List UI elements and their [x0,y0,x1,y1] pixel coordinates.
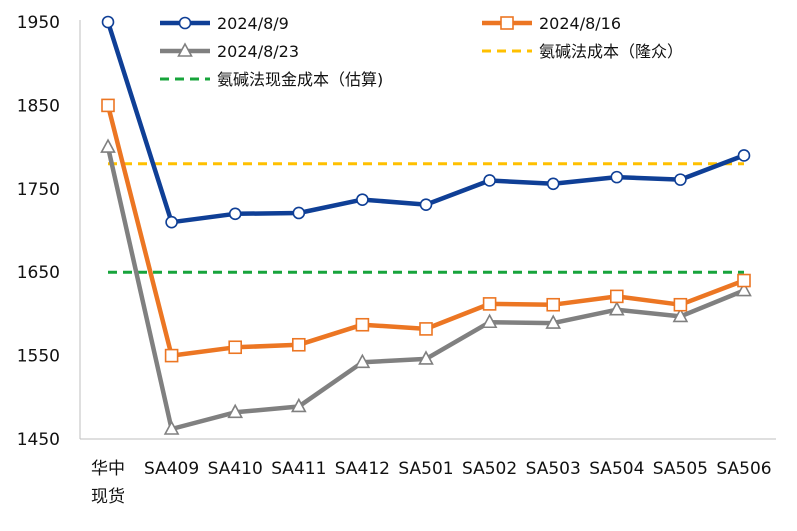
data-point-2024-8-9-0 [483,174,496,187]
data-point-2024-8-16-1 [291,337,306,352]
data-point-2024-8-23-2 [608,301,625,316]
data-point-2024-8-9-0 [228,207,242,221]
data-point-2024-8-9-0 [165,215,178,229]
data-point-2024-8-16-1 [673,297,688,312]
x-tick-label-sa506: SA506 [716,459,771,479]
legend-label: 2024/8/16 [539,14,621,33]
x-tick-label-sa411: SA411 [271,459,326,479]
data-point-2024-8-16-1 [228,340,242,355]
legend-label: 氨碱法现金成本（估算) [217,70,383,89]
x-tick-label: 现货 [91,487,125,507]
data-point-2024-8-16-1 [355,317,370,332]
y-tick-label: 1550 [17,347,60,367]
series-lines [105,19,747,432]
data-point-2024-8-9-0 [356,193,369,206]
legend-item-0: 2024/8/9 [160,14,289,33]
data-point-2024-8-16-1 [101,98,115,113]
y-tick-label: 1950 [17,13,60,33]
legend-marker [178,16,192,30]
legend-label: 2024/8/23 [217,42,299,61]
y-tick-label: 1450 [17,430,60,450]
data-point-2024-8-9-0 [101,15,115,29]
legend-label: 2024/8/9 [217,14,289,33]
chart-axes [79,20,776,440]
data-point-2024-8-23-2 [227,403,244,419]
legend-item-4: 氨碱法现金成本（估算) [160,70,383,89]
data-point-2024-8-23-2 [672,307,689,323]
x-tick-label-sa410: SA410 [208,459,263,479]
data-point-2024-8-23-2 [545,314,562,329]
data-point-2024-8-23-2 [736,281,752,297]
series-line-2024-8-16-1 [105,103,747,358]
legend: 2024/8/9 2024/8/16 2024/8/23 氨碱法成本（隆众） 氨碱法现金… [160,14,683,89]
y-tick-label: 1750 [17,180,60,200]
x-tick-label-sa409: SA409 [144,459,199,479]
data-point-2024-8-9-0 [292,206,306,220]
data-point-2024-8-16-1 [737,273,751,288]
legend-item-1: 2024/8/16 [482,14,621,33]
data-point-2024-8-23-2 [100,138,116,153]
legend-item-3: 氨碱法成本（隆众） [482,42,683,61]
x-tick-label: 华中 [91,459,125,479]
data-point-2024-8-16-1 [482,297,497,311]
x-tick-label-sa503: SA503 [526,459,581,479]
x-tick-label-sa412: SA412 [335,459,390,479]
data-point-2024-8-23-2 [163,420,180,435]
data-point-2024-8-23-2 [481,313,498,329]
series-line-2024-8-23-2 [105,144,747,432]
data-point-2024-8-9-0 [419,198,433,211]
x-tick-label-sa502: SA502 [462,459,517,479]
legend-marker [177,42,193,57]
data-point-2024-8-16-1 [609,289,624,304]
x-tick-label-sa501: SA501 [398,459,453,479]
data-point-2024-8-23-2 [290,397,307,413]
legend-item-2: 2024/8/23 [160,42,299,61]
data-point-2024-8-9-0 [737,149,751,162]
legend-label: 氨碱法成本（隆众） [539,42,683,61]
y-tick-labels: 1450 1550 1650 1750 1850 1950 [17,13,60,450]
data-point-2024-8-9-0 [674,173,687,186]
series-markers [100,15,752,435]
x-tick-label-sa505: SA505 [653,459,708,479]
data-point-2024-8-23-2 [418,350,434,365]
legend-marker [500,16,514,30]
data-point-2024-8-9-0 [610,170,624,184]
data-point-2024-8-16-1 [546,297,561,312]
x-tick-label-sa504: SA504 [589,459,644,479]
data-point-2024-8-16-1 [419,322,433,336]
data-point-2024-8-16-1 [164,348,179,363]
data-point-2024-8-9-0 [546,177,560,191]
data-point-2024-8-23-2 [354,353,371,369]
y-tick-label: 1850 [17,96,60,116]
y-tick-label: 1650 [17,263,60,283]
